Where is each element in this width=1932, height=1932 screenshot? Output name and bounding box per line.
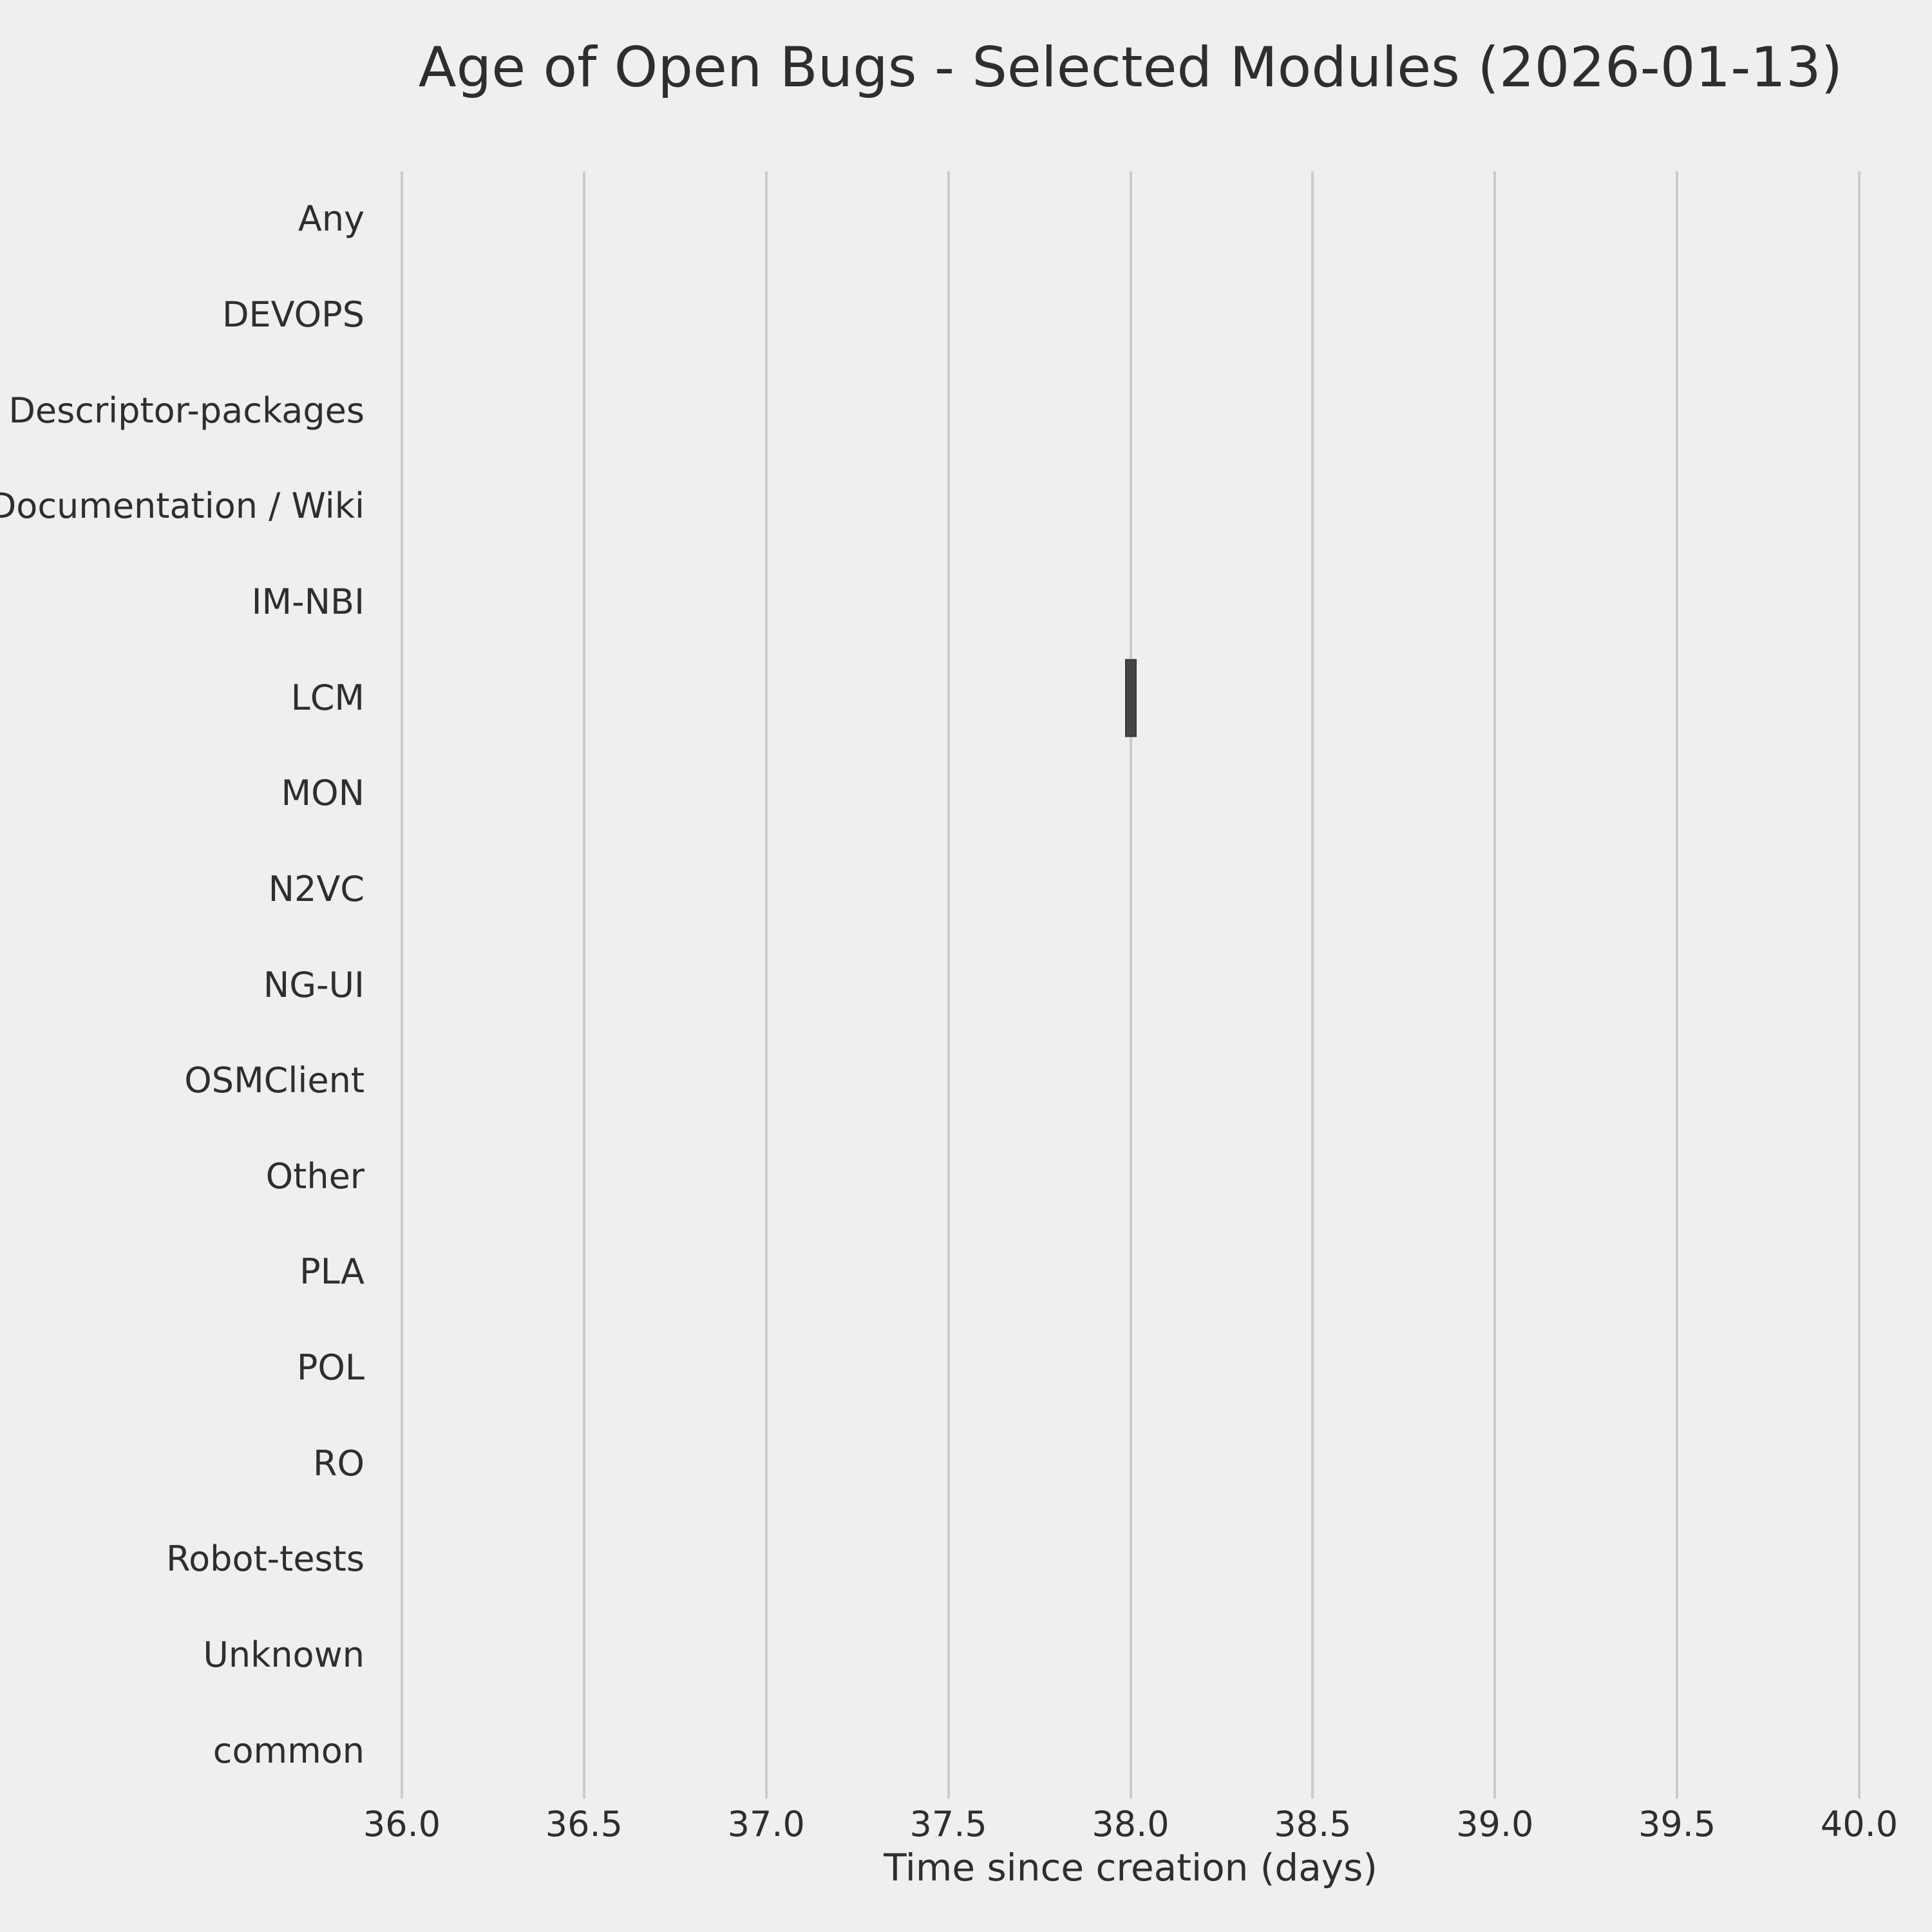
chart-title: Age of Open Bugs - Selected Modules (202… bbox=[418, 35, 1843, 100]
y-axis-label: NG-UI bbox=[263, 964, 365, 1005]
x-tick-label: 38.0 bbox=[1092, 1804, 1170, 1844]
y-axis-label: Robot-tests bbox=[166, 1539, 365, 1580]
y-axis-label: Other bbox=[265, 1155, 365, 1197]
y-axis-label: LCM bbox=[290, 677, 365, 718]
gridline bbox=[1129, 171, 1132, 1799]
x-axis-label: Time since creation (days) bbox=[884, 1846, 1378, 1889]
x-tick-label: 38.5 bbox=[1274, 1804, 1352, 1844]
boxplot-box-lcm bbox=[1124, 658, 1137, 737]
y-axis-label: N2VC bbox=[268, 868, 365, 909]
gridline bbox=[582, 171, 585, 1799]
y-axis-label: POL bbox=[296, 1347, 365, 1388]
y-axis-label: RO bbox=[312, 1443, 365, 1484]
y-axis-label: IM-NBI bbox=[251, 581, 365, 622]
gridline bbox=[1311, 171, 1314, 1799]
y-axis-label: Documentation / Wiki bbox=[0, 486, 365, 527]
gridline bbox=[1493, 171, 1497, 1799]
y-axis-label: MON bbox=[281, 773, 365, 814]
y-axis-label: Descriptor-packages bbox=[8, 390, 365, 431]
x-tick-label: 39.0 bbox=[1456, 1804, 1534, 1844]
x-tick-label: 36.5 bbox=[545, 1804, 623, 1844]
x-tick-label: 37.5 bbox=[909, 1804, 987, 1844]
plot-area bbox=[401, 171, 1861, 1799]
y-axis-label: Any bbox=[298, 198, 365, 240]
y-axis-label: Unknown bbox=[203, 1634, 365, 1676]
y-axis-labels: Any DEVOPS Descriptor-packages Documentatio… bbox=[0, 171, 365, 1799]
x-tick-label: 40.0 bbox=[1820, 1804, 1899, 1844]
gridline bbox=[1858, 171, 1861, 1799]
x-tick-label: 37.0 bbox=[727, 1804, 805, 1844]
y-axis-label: OSMClient bbox=[184, 1060, 365, 1101]
x-tick-label: 36.0 bbox=[363, 1804, 441, 1844]
gridline bbox=[1676, 171, 1679, 1799]
gridline bbox=[947, 171, 950, 1799]
y-axis-label: common bbox=[213, 1730, 365, 1771]
gridline bbox=[401, 171, 403, 1799]
y-axis-label: DEVOPS bbox=[222, 294, 365, 335]
gridline bbox=[764, 171, 768, 1799]
x-tick-label: 39.5 bbox=[1638, 1804, 1716, 1844]
y-axis-label: PLA bbox=[299, 1251, 365, 1293]
